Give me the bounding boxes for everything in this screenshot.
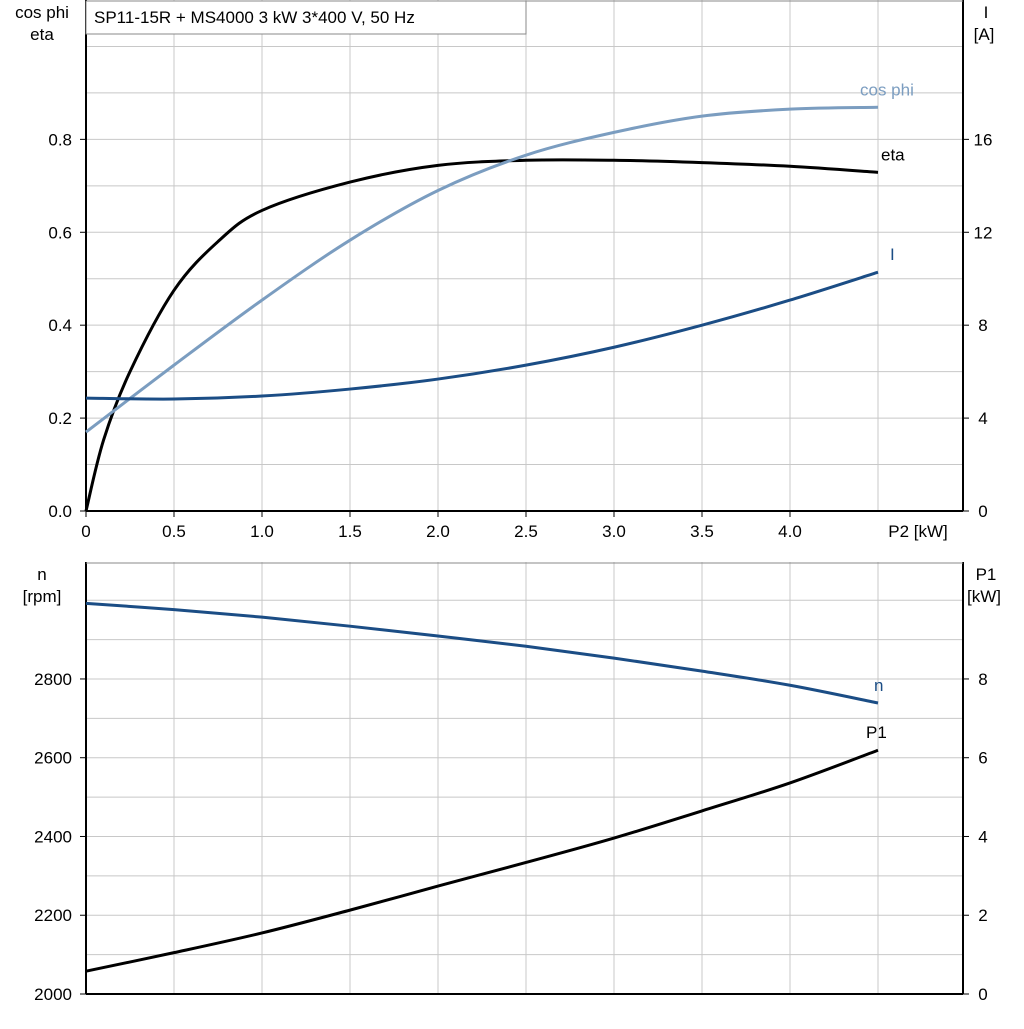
series-label-n: n: [874, 676, 883, 695]
y-axis-title-right: [kW]: [967, 587, 1001, 606]
y-tick-label-right: 12: [974, 223, 993, 242]
y-tick-label-left: 2200: [34, 906, 72, 925]
y-axis-title-left: [rpm]: [23, 587, 62, 606]
series-line-P1: [85, 748, 879, 973]
y-tick-label-left: 0.4: [48, 316, 72, 335]
y-axis-title-left: cos phi: [15, 3, 69, 22]
title-box: [85, 0, 527, 35]
y-tick-label-right: 4: [978, 827, 987, 846]
y-axis-title-left: eta: [30, 25, 54, 44]
y-tick-label-right: 8: [978, 316, 987, 335]
series-label-cos-phi: cos phi: [860, 80, 914, 99]
y-tick-label-left: 2600: [34, 749, 72, 768]
y-tick-label-right: 6: [978, 749, 987, 768]
y-axis-title-right: I: [984, 3, 989, 22]
series-label-I: I: [890, 245, 895, 264]
y-tick-label-right: 0: [978, 502, 987, 521]
series-line-n: [85, 601, 879, 705]
y-tick-label-right: 16: [974, 130, 993, 149]
x-tick-label: 1.0: [250, 522, 274, 541]
y-axis-title-right: [A]: [974, 25, 995, 44]
chart-panel-0: 0.0 0.2 0.4 0.6 0.8 0 4 8 12 16 cos phi eta I [A] 0 0.5…: [15, 0, 994, 541]
y-tick-label-left: 2000: [34, 985, 72, 1004]
x-tick-label: 1.5: [338, 522, 362, 541]
y-tick-label-right: 2: [978, 906, 987, 925]
y-tick-label-left: 0.0: [48, 502, 72, 521]
y-tick-label-left: 2800: [34, 670, 72, 689]
y-axis-title-left: n: [37, 565, 46, 584]
x-tick-label: 2.0: [426, 522, 450, 541]
series-line-eta: [84, 158, 879, 512]
series-label-P1: P1: [866, 723, 887, 742]
y-tick-label-right: 0: [978, 985, 987, 1004]
y-axis-title-right: P1: [976, 565, 997, 584]
x-tick-label: 3.0: [602, 522, 626, 541]
y-tick-label-left: 2400: [34, 827, 72, 846]
y-tick-label-right: 4: [978, 409, 987, 428]
x-tick-label: 2.5: [514, 522, 538, 541]
series-line-cos-phi: [85, 105, 879, 434]
series-label-eta: eta: [881, 145, 905, 164]
chart-title: SP11-15R + MS4000 3 kW 3*400 V, 50 Hz: [94, 8, 415, 27]
x-tick-label: 3.5: [690, 522, 714, 541]
y-tick-label-right: 8: [978, 670, 987, 689]
x-axis-title: P2 [kW]: [888, 522, 948, 541]
series-line-I: [85, 270, 879, 401]
x-tick-label: 0.5: [162, 522, 186, 541]
y-tick-label-left: 0.2: [48, 409, 72, 428]
x-tick-label: 0: [81, 522, 90, 541]
x-tick-label: 4.0: [778, 522, 802, 541]
y-tick-label-left: 0.6: [48, 223, 72, 242]
chart-panel-1: 2000 2200 2400 2600 2800 0 2 4 6 8 n [rpm] P1 [kW] n P1: [23, 562, 1001, 1004]
y-tick-label-left: 0.8: [48, 130, 72, 149]
